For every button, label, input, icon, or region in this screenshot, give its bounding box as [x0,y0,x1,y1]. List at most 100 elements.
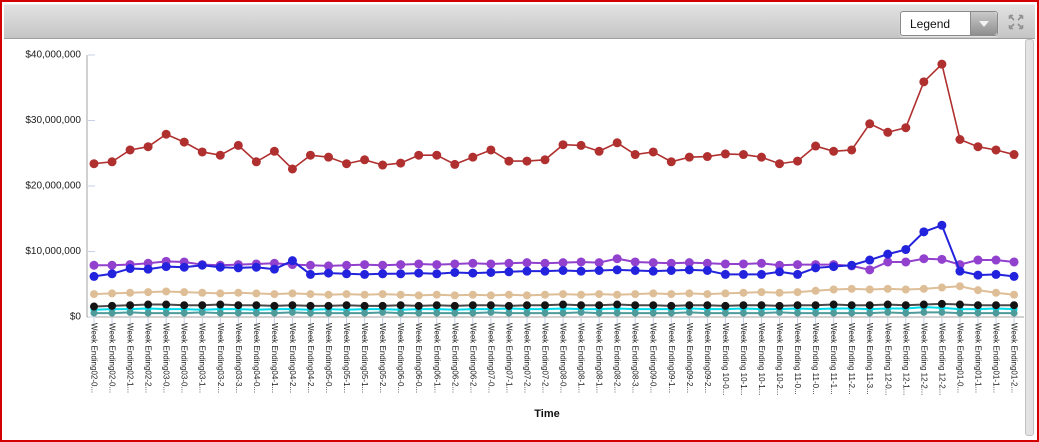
data-point [992,288,1000,297]
data-point [738,150,748,160]
x-tick-label: Week Ending06-2... [468,323,477,393]
data-point [325,309,333,317]
legend-dropdown[interactable]: Legend [900,11,998,36]
x-tick-label: Week Ending 10-2... [775,323,784,395]
data-point [937,220,947,230]
data-point [179,137,189,147]
data-point [829,146,839,156]
data-point [793,288,802,297]
data-point [775,301,784,310]
data-point [559,309,567,317]
data-point [486,145,496,155]
data-point [414,301,423,310]
data-point [901,257,911,267]
data-point [270,301,279,310]
data-point [126,308,134,316]
data-point [450,267,460,277]
data-point [794,309,802,317]
data-point [288,308,296,316]
x-tick-label: Week Ending 12-2... [919,323,928,395]
data-point [378,290,387,299]
data-point [594,258,604,268]
vertical-scrollbar[interactable] [1025,39,1034,436]
data-point [684,258,694,268]
data-point [342,260,352,270]
data-point [342,301,351,310]
data-point [883,300,892,309]
data-point [973,286,982,295]
legend-dropdown-button[interactable] [970,12,997,35]
data-point [973,142,983,152]
data-point [504,258,514,268]
data-point [865,265,875,275]
data-point [992,301,1000,310]
data-point [414,268,424,278]
y-axis-labels: $40,000,000 $30,000,000 $20,000,000 $10,000… [25,50,95,323]
data-point [305,150,315,160]
data-point [396,301,405,310]
data-point [631,290,640,299]
y-tick-label: $10,000,000 [25,246,81,257]
data-point [955,300,964,309]
data-point [269,146,279,156]
data-point [613,290,622,299]
series-blue [89,220,1019,281]
data-point [90,309,98,317]
data-point [469,309,477,317]
data-point [739,288,748,297]
data-point [107,157,117,167]
series-dark-red [89,59,1019,174]
expand-arrows-icon[interactable] [1007,13,1025,31]
data-point [559,290,568,299]
data-point [487,308,495,316]
data-point [595,309,603,317]
data-point [1009,257,1019,267]
data-point [595,290,604,299]
data-point [738,259,748,269]
x-tick-label: Week Ending06-0... [414,323,423,393]
data-point [450,301,459,310]
data-point [198,308,206,316]
x-tick-label: Week Ending08-3... [631,323,640,393]
data-point [992,309,1000,317]
data-point [866,309,874,317]
x-tick-label: Week Ending03-0... [162,323,171,393]
data-point [919,300,928,309]
data-point [125,145,135,155]
data-point [450,291,459,300]
data-point [937,59,947,69]
data-point [216,309,224,317]
data-point [848,309,856,317]
data-point [703,309,711,317]
data-point [793,301,802,310]
toolbar: Legend [4,4,1035,39]
data-point [703,301,712,310]
data-point [648,147,658,157]
x-tick-label: Week Ending 11-0... [793,323,802,395]
data-point [269,264,279,274]
data-point [756,152,766,162]
data-point [324,301,333,310]
data-point [432,150,442,160]
x-tick-label: Week Ending08-1... [577,323,586,393]
data-point [776,308,784,316]
data-point [883,284,892,293]
data-point [991,145,1001,155]
data-point [126,288,135,297]
data-point [396,290,405,299]
x-tick-label: Week Ending05-0... [324,323,333,393]
chevron-down-icon [979,20,989,27]
data-point [126,301,135,310]
data-point [540,155,550,165]
data-point [505,309,513,317]
data-point [342,290,351,299]
data-point [937,283,946,292]
data-point [360,269,370,279]
x-tick-label: Week Ending04-1... [270,323,279,393]
data-point [288,301,297,310]
data-point [252,289,261,298]
data-point [1010,290,1019,299]
data-point [884,308,892,316]
data-point [252,309,260,317]
